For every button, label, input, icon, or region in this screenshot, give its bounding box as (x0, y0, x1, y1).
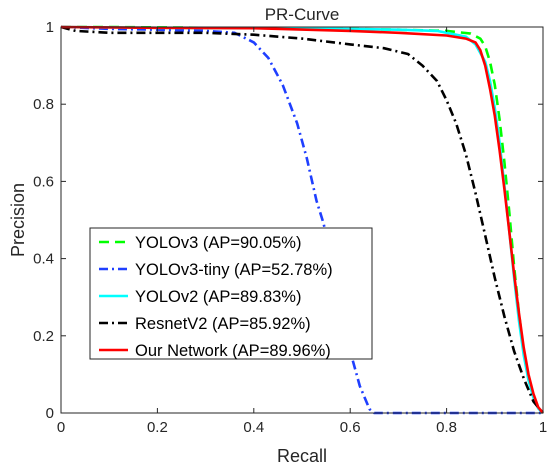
x-tick-label: 0.6 (340, 419, 361, 436)
legend-label-3: ResnetV2 (AP=85.92%) (135, 315, 311, 333)
y-tick-label: 1 (46, 19, 54, 36)
legend-label-0: YOLOv3 (AP=90.05%) (135, 234, 301, 252)
y-tick-label: 0 (46, 405, 54, 422)
x-tick-label: 0.4 (243, 419, 264, 436)
y-tick-label: 0.8 (33, 96, 54, 113)
x-tick-label: 0 (57, 419, 65, 436)
legend-label-1: YOLOv3-tiny (AP=52.78%) (135, 261, 333, 279)
x-axis-label: Recall (277, 446, 327, 466)
legend-label-2: YOLOv2 (AP=89.83%) (135, 288, 301, 306)
y-tick-label: 0.2 (33, 328, 54, 345)
series-line-1 (60, 25, 543, 415)
y-axis-label: Precision (8, 183, 28, 257)
series-line-4 (60, 25, 545, 414)
x-tick-label: 0.8 (436, 419, 457, 436)
legend: YOLOv3 (AP=90.05%) YOLOv3-tiny (AP=52.78%… (89, 227, 373, 360)
legend-label-4: Our Network (AP=89.96%) (135, 342, 331, 360)
x-tick-label: 0.2 (147, 419, 168, 436)
series-layer (60, 25, 545, 415)
series-line-3 (60, 25, 545, 414)
legend-box (89, 227, 373, 360)
y-tick-label: 0.4 (33, 251, 54, 268)
chart-title: PR-Curve (265, 5, 340, 24)
plot-frame (60, 26, 544, 414)
ticks-layer: 0 0.2 0.4 0.6 0.8 1 0 0.2 0.4 0.6 0.8 1 (33, 19, 547, 436)
y-tick-label: 0.6 (33, 173, 54, 190)
x-tick-label: 1 (539, 419, 547, 436)
